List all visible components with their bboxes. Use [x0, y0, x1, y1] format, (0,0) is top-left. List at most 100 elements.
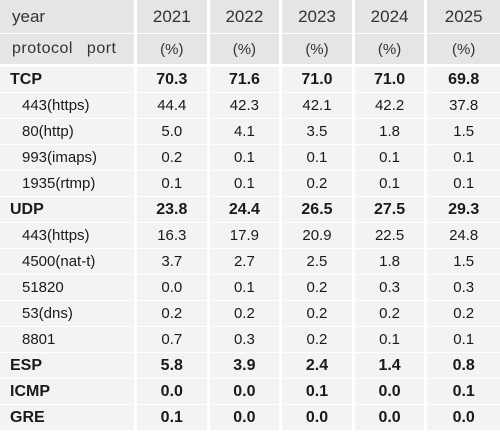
protocol-row: GRE 0.1 0.0 0.0 0.0 0.0: [0, 405, 500, 431]
value-cell: 0.1: [354, 145, 428, 171]
port-row: 80(http) 5.0 4.1 3.5 1.8 1.5: [0, 119, 500, 145]
value-cell: 3.9: [209, 353, 283, 379]
value-cell: 17.9: [209, 223, 283, 249]
value-cell: 0.1: [137, 405, 210, 431]
port-header-label: port: [86, 40, 117, 57]
unit-header-cell: (%): [427, 34, 500, 67]
port-label: 8801: [0, 327, 137, 353]
value-cell: 42.2: [354, 93, 428, 119]
value-cell: 0.0: [209, 379, 283, 405]
port-row: 443(https) 44.4 42.3 42.1 42.2 37.8: [0, 93, 500, 119]
value-cell: 3.5: [282, 119, 355, 145]
value-cell: 42.1: [282, 93, 355, 119]
value-cell: 27.5: [354, 197, 428, 223]
protocol-label: GRE: [0, 405, 137, 431]
value-cell: 0.1: [282, 379, 355, 405]
port-label: 80(http): [0, 119, 137, 145]
value-cell: 71.0: [282, 67, 355, 93]
value-cell: 23.8: [137, 197, 210, 223]
value-cell: 0.3: [209, 327, 283, 353]
value-cell: 0.2: [282, 171, 355, 197]
value-cell: 0.2: [427, 301, 500, 327]
value-cell: 0.1: [354, 327, 428, 353]
value-cell: 0.1: [427, 171, 500, 197]
unit-header-cell: (%): [282, 34, 355, 67]
protocol-row: ICMP 0.0 0.0 0.1 0.0 0.1: [0, 379, 500, 405]
unit-header-cell: (%): [209, 34, 283, 67]
value-cell: 5.8: [137, 353, 210, 379]
year-header-cell: 2023: [282, 0, 355, 34]
port-row: 8801 0.7 0.3 0.2 0.1 0.1: [0, 327, 500, 353]
port-label: 1935(rtmp): [0, 171, 137, 197]
value-cell: 0.1: [209, 145, 283, 171]
value-cell: 0.3: [427, 275, 500, 301]
port-label: 993(imaps): [0, 145, 137, 171]
port-label: 443(https): [0, 223, 137, 249]
protocol-label: UDP: [0, 197, 137, 223]
value-cell: 2.4: [282, 353, 355, 379]
year-header-label: year: [0, 0, 137, 34]
value-cell: 1.5: [427, 119, 500, 145]
value-cell: 2.5: [282, 249, 355, 275]
value-cell: 70.3: [137, 67, 210, 93]
value-cell: 0.1: [282, 145, 355, 171]
port-label: 443(https): [0, 93, 137, 119]
value-cell: 44.4: [137, 93, 210, 119]
value-cell: 71.6: [209, 67, 283, 93]
year-header-cell: 2024: [354, 0, 428, 34]
value-cell: 0.2: [209, 301, 283, 327]
value-cell: 0.2: [137, 145, 210, 171]
value-cell: 0.2: [282, 301, 355, 327]
protocol-port-header: protocol port: [0, 34, 137, 67]
value-cell: 0.0: [354, 405, 428, 431]
unit-header-cell: (%): [137, 34, 210, 67]
port-row: 4500(nat-t) 3.7 2.7 2.5 1.8 1.5: [0, 249, 500, 275]
year-header-row: year 2021 2022 2023 2024 2025: [0, 0, 500, 34]
value-cell: 0.0: [282, 405, 355, 431]
value-cell: 0.2: [282, 327, 355, 353]
value-cell: 0.1: [354, 171, 428, 197]
value-cell: 0.0: [427, 405, 500, 431]
value-cell: 5.0: [137, 119, 210, 145]
protocol-label: ICMP: [0, 379, 137, 405]
table-body: TCP 70.3 71.6 71.0 71.0 69.8 443(https) 44.4 42.…: [0, 67, 500, 431]
port-label: 51820: [0, 275, 137, 301]
value-cell: 24.4: [209, 197, 283, 223]
value-cell: 1.8: [354, 119, 428, 145]
protocol-row: ESP 5.8 3.9 2.4 1.4 0.8: [0, 353, 500, 379]
protocol-label: TCP: [0, 67, 137, 93]
value-cell: 0.1: [427, 379, 500, 405]
port-row: 993(imaps) 0.2 0.1 0.1 0.1 0.1: [0, 145, 500, 171]
value-cell: 0.2: [282, 275, 355, 301]
protocol-row: UDP 23.8 24.4 26.5 27.5 29.3: [0, 197, 500, 223]
value-cell: 42.3: [209, 93, 283, 119]
value-cell: 1.4: [354, 353, 428, 379]
unit-header-row: protocol port (%) (%) (%) (%) (%): [0, 34, 500, 67]
port-row: 443(https) 16.3 17.9 20.9 22.5 24.8: [0, 223, 500, 249]
year-header-cell: 2022: [209, 0, 283, 34]
value-cell: 0.0: [209, 405, 283, 431]
value-cell: 16.3: [137, 223, 210, 249]
value-cell: 3.7: [137, 249, 210, 275]
port-row: 53(dns) 0.2 0.2 0.2 0.2 0.2: [0, 301, 500, 327]
value-cell: 20.9: [282, 223, 355, 249]
value-cell: 29.3: [427, 197, 500, 223]
value-cell: 0.1: [427, 327, 500, 353]
value-cell: 2.7: [209, 249, 283, 275]
value-cell: 4.1: [209, 119, 283, 145]
value-cell: 26.5: [282, 197, 355, 223]
value-cell: 0.2: [354, 301, 428, 327]
value-cell: 0.2: [137, 301, 210, 327]
value-cell: 22.5: [354, 223, 428, 249]
port-label: 4500(nat-t): [0, 249, 137, 275]
value-cell: 0.0: [137, 275, 210, 301]
year-header-cell: 2021: [137, 0, 210, 34]
protocol-label: ESP: [0, 353, 137, 379]
value-cell: 0.0: [137, 379, 210, 405]
value-cell: 0.1: [137, 171, 210, 197]
value-cell: 0.3: [354, 275, 428, 301]
value-cell: 71.0: [354, 67, 428, 93]
value-cell: 0.8: [427, 353, 500, 379]
value-cell: 0.0: [354, 379, 428, 405]
